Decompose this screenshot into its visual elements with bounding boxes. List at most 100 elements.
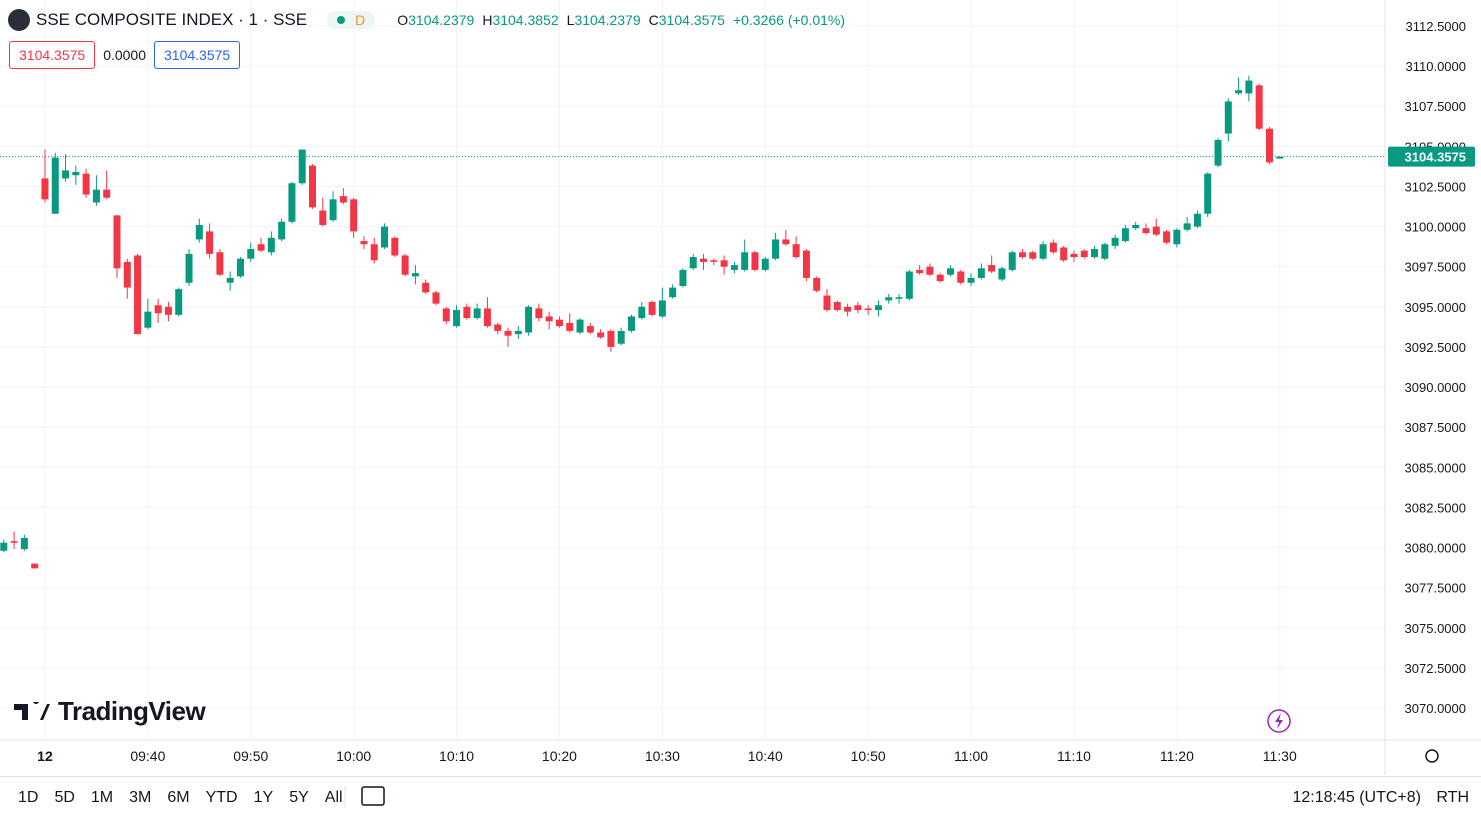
- y-tick-label: 3077.5000: [1405, 581, 1466, 596]
- candle-body: [700, 258, 708, 262]
- candle-body: [473, 308, 481, 319]
- last-price-label: 3104.3575: [1405, 150, 1466, 165]
- candle-body: [1276, 156, 1284, 159]
- candle-body: [206, 231, 214, 254]
- symbol-icon: [8, 9, 30, 31]
- ohlc-key: C: [648, 12, 659, 28]
- candle-body: [401, 255, 409, 275]
- candle-body: [926, 266, 934, 275]
- status-pill[interactable]: D: [327, 11, 376, 29]
- candle-body: [741, 252, 749, 270]
- y-tick-label: 3107.5000: [1405, 99, 1466, 114]
- x-tick-label: 09:40: [130, 748, 165, 764]
- candle-body: [483, 308, 491, 327]
- candle-body: [494, 324, 502, 331]
- candle-body: [1214, 139, 1222, 166]
- candle-body: [607, 330, 615, 347]
- period-button[interactable]: 5D: [54, 789, 75, 806]
- candle-body: [1265, 128, 1273, 163]
- y-tick-label: 3070.0000: [1405, 701, 1466, 716]
- last-price-tag: [1388, 146, 1475, 167]
- ohlc-key: L: [566, 12, 575, 28]
- candle-body: [20, 537, 28, 550]
- candle-body: [1091, 249, 1099, 258]
- symbol-title[interactable]: SSE COMPOSITE INDEX · 1 · SSE: [36, 10, 308, 29]
- candle-body: [195, 224, 203, 240]
- period-button[interactable]: 1M: [90, 789, 114, 806]
- candle-body: [391, 237, 399, 256]
- x-tick-label: 12: [37, 748, 53, 764]
- candle-body: [597, 332, 605, 338]
- candle-body: [1111, 237, 1119, 246]
- settings-button: [1425, 749, 1439, 763]
- y-tick-label: 3075.0000: [1405, 621, 1466, 636]
- candle-body: [772, 239, 780, 259]
- period-button[interactable]: 1Y: [253, 789, 274, 806]
- candle-body: [874, 305, 882, 311]
- logo[interactable]: TradingView: [14, 696, 206, 727]
- candle-body: [1070, 253, 1078, 258]
- y-tick-label: 3100.0000: [1405, 220, 1466, 235]
- candle-body: [751, 252, 759, 270]
- candle-body: [710, 260, 718, 262]
- candle-body: [792, 244, 800, 258]
- y-tick-label: 3097.5000: [1405, 260, 1466, 275]
- candle-body: [350, 199, 358, 232]
- ohlc-item: C3104.3575: [649, 12, 725, 28]
- candle-body: [977, 268, 985, 278]
- candle-body: [658, 300, 666, 317]
- candle-body: [1173, 229, 1181, 245]
- candle-body: [31, 563, 39, 569]
- ohlc-value: 3104.3852: [492, 12, 559, 28]
- calendar-button: [361, 786, 385, 806]
- logo-mark: [14, 701, 50, 720]
- x-tick-label: 11:20: [1160, 748, 1194, 764]
- candle-body: [288, 183, 296, 222]
- x-tick-label: 10:50: [851, 748, 886, 764]
- ask-box[interactable]: 3104.3575: [154, 41, 241, 69]
- candle-body: [1008, 252, 1016, 270]
- candle-body: [1039, 244, 1047, 259]
- x-tick-label: 10:30: [645, 748, 680, 764]
- candle-body: [1132, 224, 1140, 229]
- candle-body: [802, 250, 810, 278]
- candle-body: [689, 257, 697, 269]
- ohlc-value: 3104.3575: [658, 12, 725, 28]
- candle-body: [1245, 80, 1253, 94]
- period-button[interactable]: 3M: [129, 789, 152, 806]
- candle-body: [1152, 226, 1160, 235]
- candle-body: [988, 265, 996, 272]
- candle-body: [669, 287, 677, 298]
- candle-body: [895, 297, 903, 299]
- candle-body: [627, 316, 635, 331]
- period-button[interactable]: 5Y: [289, 789, 309, 806]
- y-tick-label: 3072.5000: [1405, 661, 1466, 676]
- ohlc-item: O3104.2379: [397, 12, 474, 28]
- period-button[interactable]: YTD: [205, 789, 238, 806]
- candle-body: [319, 210, 327, 225]
- session-button[interactable]: RTH: [1436, 789, 1469, 806]
- period-button[interactable]: All: [324, 789, 343, 806]
- candle-body: [175, 289, 183, 315]
- candle-body: [555, 319, 563, 327]
- period-button[interactable]: 6M: [167, 789, 190, 806]
- candle-body: [1235, 90, 1243, 94]
- period-button[interactable]: 1D: [18, 789, 39, 806]
- candle-body: [1142, 228, 1150, 234]
- candle-body: [885, 297, 893, 301]
- candle-body: [844, 306, 852, 312]
- clock: 12:18:45 (UTC+8): [1292, 789, 1421, 806]
- candle-body: [864, 308, 872, 311]
- logo-text: TradingView: [58, 696, 206, 726]
- y-tick-label: 3110.0000: [1406, 59, 1467, 74]
- x-tick-label: 10:20: [542, 748, 577, 764]
- candle-body: [586, 326, 594, 333]
- candle-body: [617, 330, 625, 344]
- candle-body: [1019, 252, 1027, 258]
- bid-box[interactable]: 3104.3575: [9, 41, 96, 69]
- candle-body: [144, 311, 152, 328]
- candle-body: [123, 261, 131, 288]
- candle-body: [82, 173, 90, 195]
- x-tick-label: 11:30: [1263, 748, 1297, 764]
- candle-body: [566, 322, 574, 331]
